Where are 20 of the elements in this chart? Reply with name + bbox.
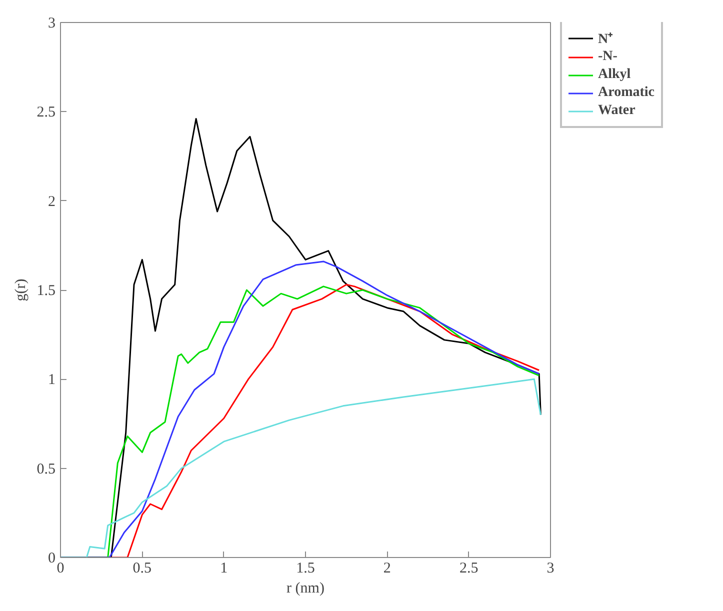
legend-label: -N- — [598, 48, 618, 66]
y-tick-label: 1.5 — [36, 283, 56, 299]
legend-label: Water — [598, 102, 636, 120]
legend-label: Aromatic — [598, 84, 654, 102]
legend-label: N⁺ — [598, 31, 614, 48]
x-tick-label: 1.5 — [296, 560, 315, 576]
x-tick-label: 1 — [220, 560, 228, 576]
legend-label: Alkyl — [598, 66, 631, 84]
y-tick-label: 0 — [48, 550, 56, 566]
y-tick-label: 2.5 — [36, 104, 56, 121]
x-axis-title: r (nm) — [286, 580, 324, 596]
x-tick-label: 0.5 — [132, 560, 152, 576]
x-tick-label: 2 — [383, 560, 391, 576]
y-tick-label: 3 — [48, 16, 56, 32]
x-tick-label: 2.5 — [459, 560, 478, 576]
y-tick-label: 0.5 — [36, 461, 56, 478]
y-tick-label: 2 — [48, 194, 56, 210]
y-tick-label: 1 — [48, 372, 56, 388]
x-tick-label: 3 — [546, 560, 554, 576]
y-axis-title: g(r) — [12, 278, 29, 302]
